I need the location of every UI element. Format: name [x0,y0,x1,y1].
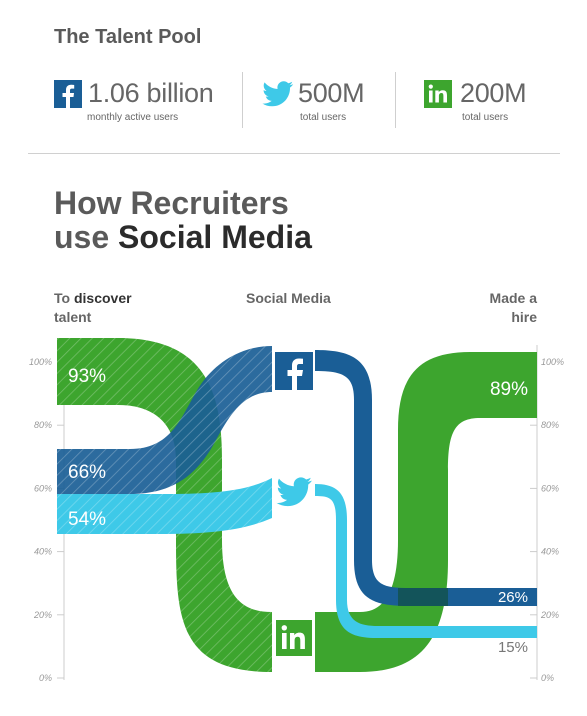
twitter-users-value: 500M [298,78,365,108]
linkedin-flow-right [315,352,537,672]
talent-pool-title: The Talent Pool [54,26,202,48]
left-header-bold: discover [73,290,132,306]
right-tick-label: 0% [541,673,554,683]
section-divider [28,153,560,154]
left-tick-label: 40% [34,547,52,557]
facebook-flow-right [315,350,537,606]
chart-headline: How Recruiters use Social Media [54,186,312,254]
linkedin-stat: 200M total users [424,78,554,128]
facebook-middle-icon [275,352,313,390]
left-tick-label: 20% [33,610,52,620]
right-column-header: Made a hire [490,289,537,327]
left-tick-label: 100% [29,357,52,367]
twitter-hire-label: 15% [498,639,528,656]
right-tick-label: 80% [541,420,559,430]
headline-prefix: use [54,219,119,255]
linkedin-users-value: 200M [460,78,527,108]
left-tick-label: 80% [34,420,52,430]
right-tick-label: 100% [541,357,564,367]
facebook-users-caption: monthly active users [87,112,179,123]
twitter-users-caption: total users [300,112,347,123]
stat-divider [395,72,396,128]
headline-strong: Social Media [118,219,312,255]
linkedin-middle-icon [276,620,312,656]
left-header-prefix: To [54,290,74,306]
middle-column-header: Social Media [246,290,331,306]
linkedin-users-caption: total users [462,112,509,123]
twitter-middle-icon [276,477,312,507]
twitter-discover-label: 54% [68,509,106,530]
left-column-header: To discover talent [54,289,132,327]
twitter-flow-right [315,484,537,638]
right-header-line1: Made a [489,290,537,306]
facebook-hire-label: 26% [498,589,528,606]
twitter-stat: 500M total users [262,78,392,128]
headline-line-2: use Social Media [54,220,312,254]
left-header-line2: talent [54,309,92,325]
facebook-flow-left-stripes [57,346,272,494]
left-tick-label: 0% [39,673,52,683]
right-tick-label: 60% [541,483,559,493]
linkedin-discover-label: 93% [68,366,106,387]
right-tick-label: 20% [540,610,559,620]
facebook-discover-label: 66% [68,462,106,483]
right-header-line2: hire [511,309,537,325]
twitter-flow-left-stripes [57,478,272,534]
left-tick-label: 60% [34,483,52,493]
headline-line-1: How Recruiters [54,185,289,221]
linkedin-icon [424,80,452,108]
twitter-icon [262,81,294,109]
facebook-users-value: 1.06 billion [88,78,214,108]
stat-divider [242,72,243,128]
right-tick-label: 40% [541,547,559,557]
facebook-icon [54,80,82,108]
facebook-stat: 1.06 billion monthly active users [54,78,234,128]
overlap-accent [398,588,448,606]
linkedin-hire-label: 89% [490,379,528,400]
